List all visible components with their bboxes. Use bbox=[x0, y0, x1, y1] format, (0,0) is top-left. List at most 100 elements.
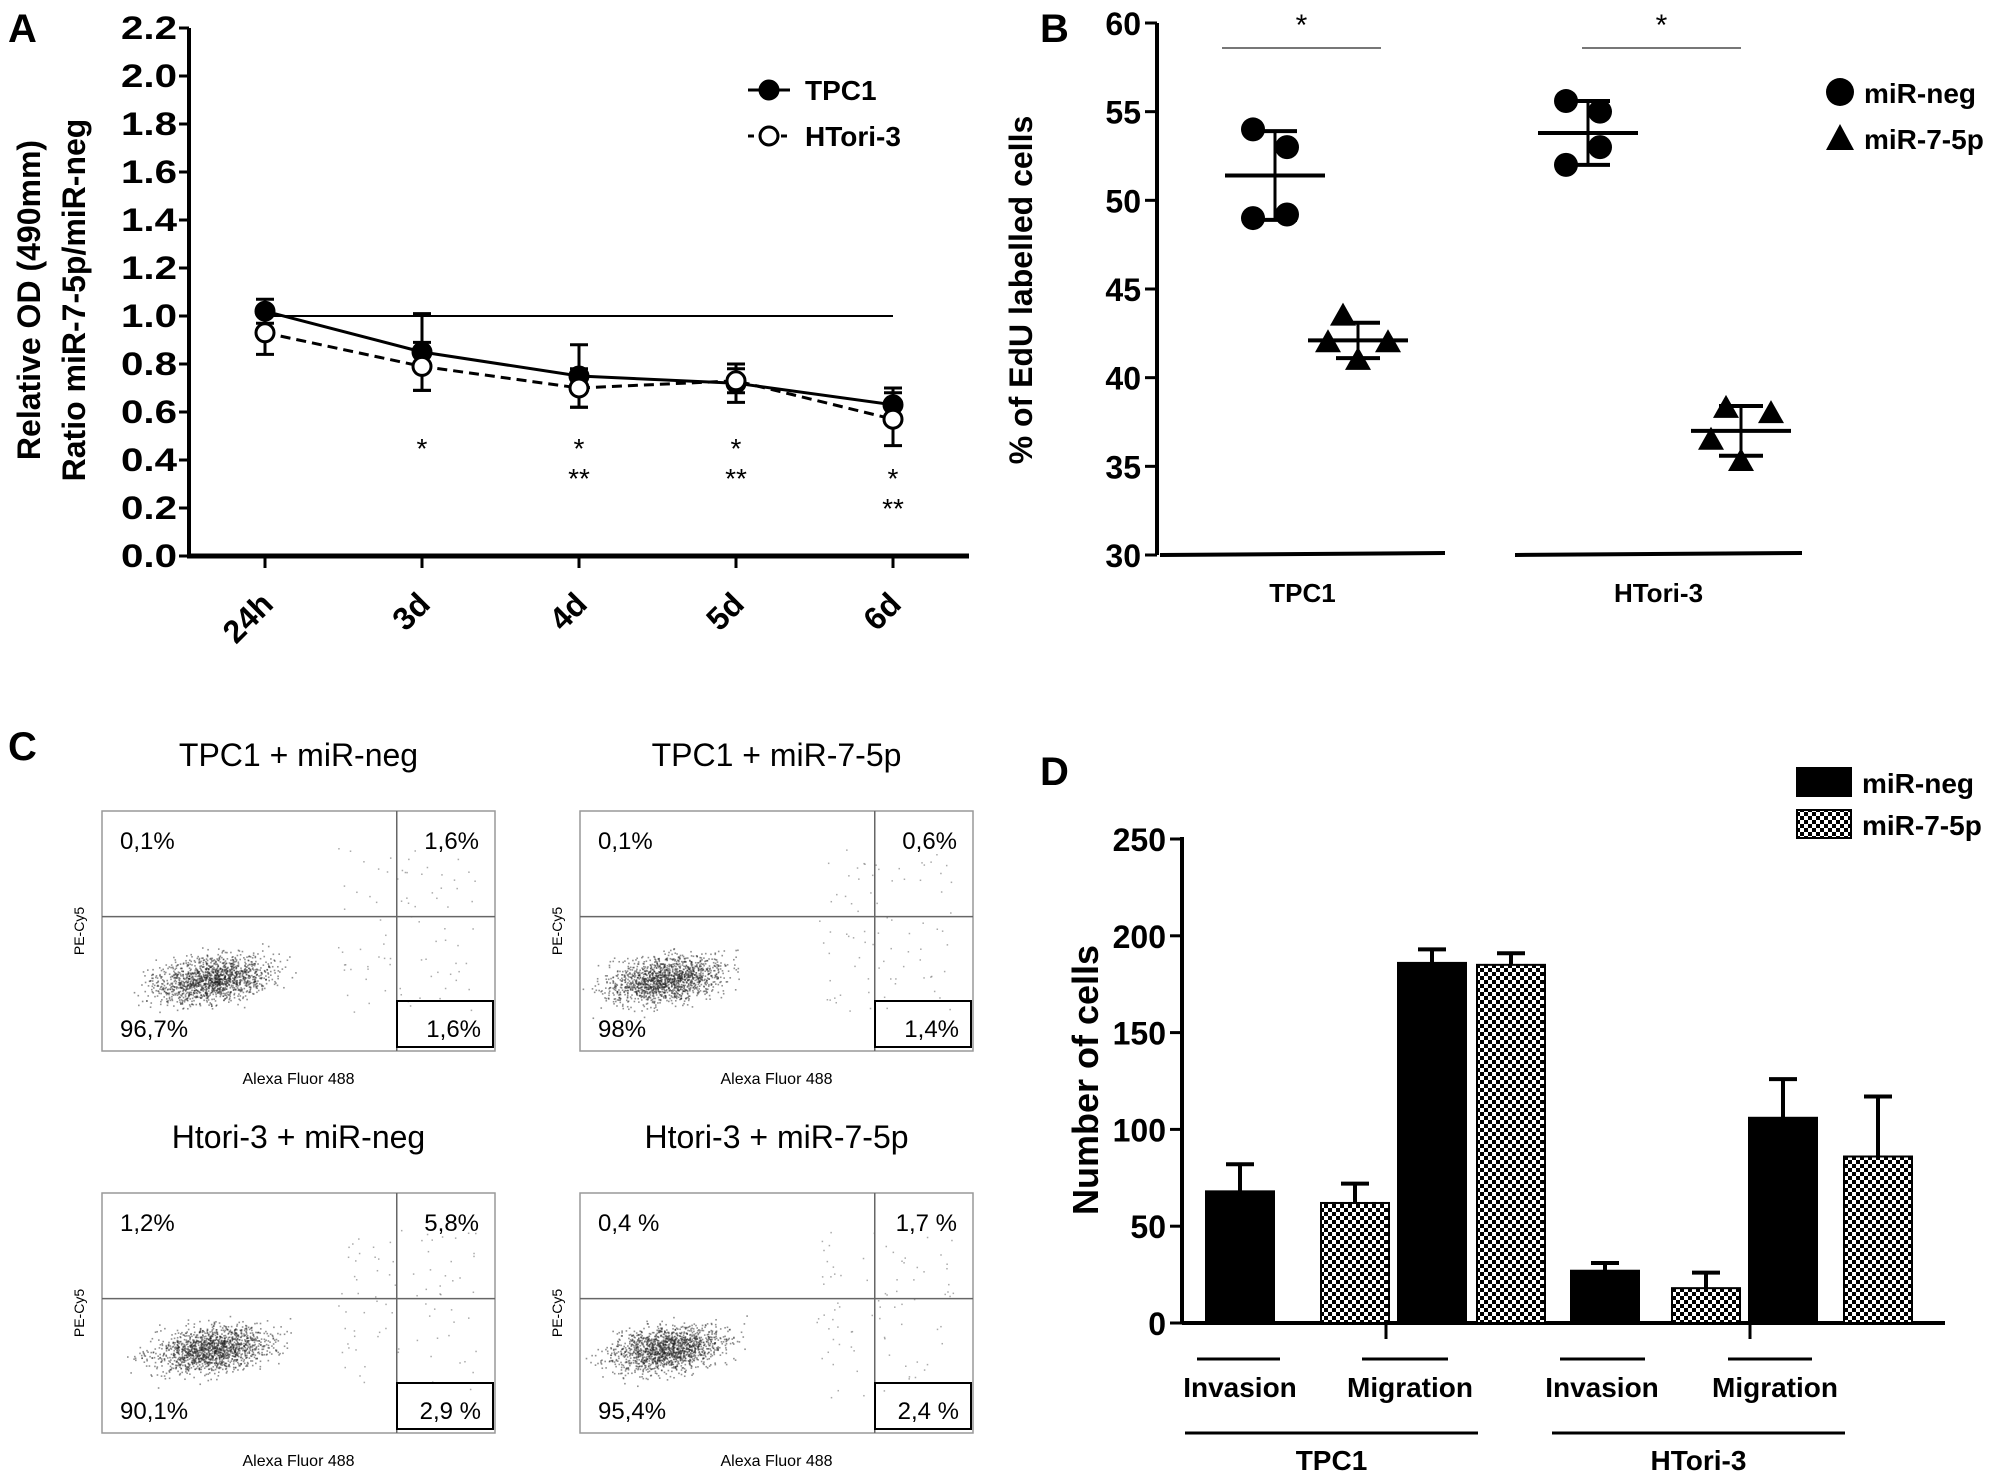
event-dot bbox=[670, 974, 673, 977]
event-dot bbox=[201, 977, 204, 980]
event-dot bbox=[159, 986, 162, 989]
event-dot bbox=[936, 928, 939, 930]
event-dot bbox=[674, 959, 676, 962]
event-dot bbox=[635, 993, 638, 995]
event-dot bbox=[654, 986, 656, 989]
event-dot bbox=[217, 1351, 220, 1354]
event-dot bbox=[229, 970, 232, 972]
event-dot bbox=[224, 1341, 226, 1343]
event-dot bbox=[209, 977, 212, 979]
event-dot bbox=[224, 951, 227, 954]
event-dot bbox=[214, 960, 217, 963]
event-dot bbox=[596, 980, 599, 983]
event-dot bbox=[188, 1355, 190, 1357]
event-dot bbox=[657, 980, 659, 983]
event-dot bbox=[696, 962, 699, 964]
event-dot bbox=[875, 864, 877, 866]
event-dot bbox=[705, 988, 708, 991]
event-dot bbox=[216, 972, 218, 975]
event-dot bbox=[180, 967, 183, 970]
event-dot bbox=[204, 1361, 207, 1363]
event-dot bbox=[240, 967, 242, 970]
event-dot bbox=[675, 990, 677, 993]
event-dot bbox=[638, 973, 641, 975]
event-dot bbox=[218, 982, 221, 985]
event-dot bbox=[235, 959, 238, 961]
event-dot bbox=[206, 995, 209, 997]
event-dot bbox=[174, 1356, 177, 1359]
event-dot bbox=[680, 970, 683, 972]
event-dot bbox=[236, 1343, 239, 1346]
event-dot bbox=[637, 972, 639, 975]
event-dot bbox=[626, 1005, 629, 1008]
event-dot bbox=[714, 958, 717, 961]
event-dot bbox=[666, 964, 669, 967]
event-dot bbox=[700, 978, 702, 980]
event-dot bbox=[696, 986, 699, 988]
event-dot bbox=[223, 988, 225, 990]
event-dot bbox=[636, 965, 639, 968]
event-dot bbox=[228, 976, 230, 979]
event-dot bbox=[200, 988, 203, 991]
event-dot bbox=[234, 1334, 237, 1337]
event-dot bbox=[688, 998, 690, 1000]
event-dot bbox=[708, 958, 710, 960]
event-dot bbox=[669, 949, 672, 952]
event-dot bbox=[836, 893, 838, 896]
event-dot bbox=[604, 997, 606, 999]
event-dot bbox=[224, 988, 226, 990]
event-dot bbox=[198, 1364, 201, 1366]
event-dot bbox=[273, 1339, 276, 1341]
event-dot bbox=[211, 1330, 213, 1333]
event-dot bbox=[714, 974, 717, 977]
event-dot bbox=[244, 984, 247, 987]
event-dot bbox=[174, 1347, 176, 1349]
event-dot bbox=[734, 989, 737, 991]
event-dot bbox=[631, 994, 633, 996]
event-dot bbox=[647, 986, 649, 989]
event-dot bbox=[675, 968, 678, 970]
event-dot bbox=[177, 1364, 180, 1367]
event-dot bbox=[236, 965, 238, 967]
event-dot bbox=[211, 1331, 214, 1334]
event-dot bbox=[266, 969, 269, 971]
event-dot bbox=[647, 972, 650, 975]
event-dot bbox=[206, 954, 209, 957]
event-dot bbox=[624, 981, 627, 983]
event-dot bbox=[241, 990, 243, 992]
event-dot bbox=[151, 1375, 153, 1378]
event-dot bbox=[830, 900, 833, 903]
event-dot bbox=[186, 1335, 188, 1337]
event-dot bbox=[175, 1351, 178, 1354]
event-dot bbox=[182, 1008, 184, 1010]
event-dot bbox=[379, 919, 382, 921]
event-dot bbox=[187, 980, 190, 982]
event-dot bbox=[222, 984, 225, 986]
event-dot bbox=[372, 1246, 375, 1249]
event-dot bbox=[187, 1362, 190, 1365]
event-dot bbox=[707, 985, 710, 988]
event-dot bbox=[699, 974, 702, 977]
event-dot bbox=[216, 976, 218, 979]
event-dot bbox=[621, 974, 624, 976]
event-dot bbox=[186, 1331, 188, 1333]
event-dot bbox=[236, 1333, 238, 1336]
event-dot bbox=[640, 996, 643, 999]
event-dot bbox=[452, 1280, 454, 1282]
event-dot bbox=[210, 965, 212, 968]
event-dot bbox=[181, 1355, 184, 1358]
event-dot bbox=[210, 1339, 213, 1342]
event-dot bbox=[642, 989, 644, 992]
event-dot bbox=[246, 969, 248, 971]
event-dot bbox=[193, 989, 196, 992]
event-dot bbox=[826, 999, 829, 1001]
event-dot bbox=[259, 969, 261, 971]
event-dot bbox=[263, 1344, 266, 1347]
event-dot bbox=[428, 1315, 431, 1317]
event-dot bbox=[188, 1004, 191, 1006]
event-dot bbox=[703, 990, 706, 992]
legend-label: TPC1 bbox=[805, 75, 877, 106]
event-dot bbox=[661, 976, 664, 979]
event-dot bbox=[223, 966, 226, 969]
event-dot bbox=[237, 1355, 239, 1357]
